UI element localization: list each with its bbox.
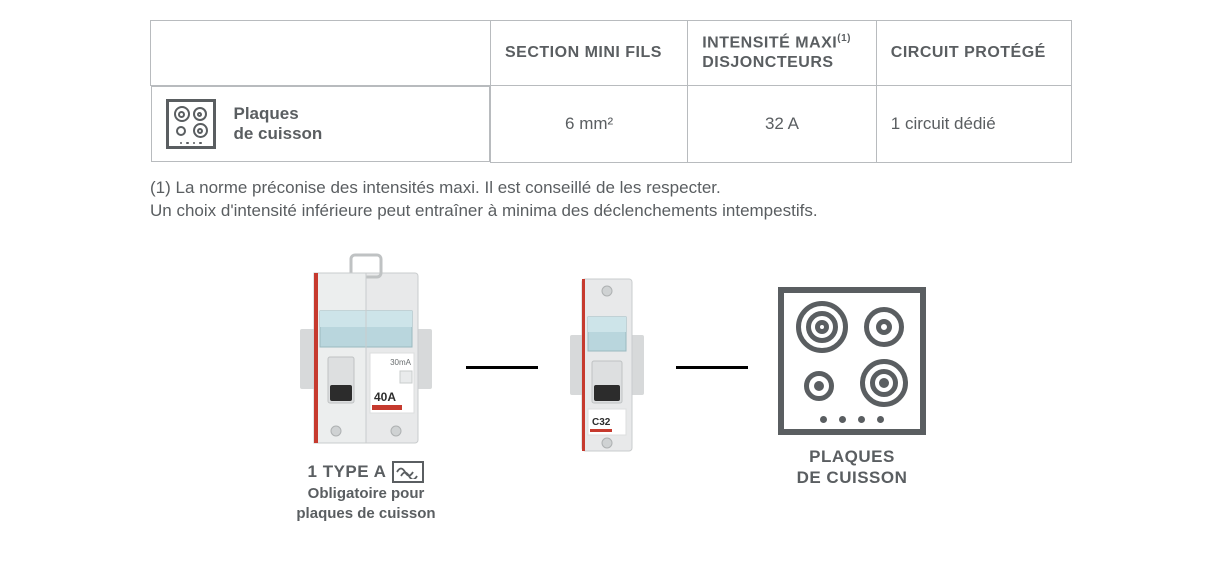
connector-line-2 (676, 366, 748, 369)
rcd-device-image: 30mA 40A (296, 253, 436, 453)
diagram-node-breaker: C32 (568, 269, 646, 467)
hob-icon (166, 99, 216, 149)
hob-caption-line1: PLAQUES (809, 447, 895, 466)
wiring-diagram: 30mA 40A 1 TYPE A (150, 253, 1072, 523)
footnote-line2: Un choix d'intensité inférieure peut ent… (150, 201, 818, 220)
breaker-device-image: C32 (568, 269, 646, 459)
hob-caption: PLAQUES DE CUISSON (797, 447, 908, 488)
footnote-line1: (1) La norme préconise des intensités ma… (150, 178, 721, 197)
rcd-caption-sub1: Obligatoire pour (296, 485, 435, 503)
svg-text:40A: 40A (374, 390, 396, 404)
table-header-section: SECTION MINI FILS (491, 21, 688, 86)
svg-text:30mA: 30mA (390, 358, 412, 367)
table-header-circuit: CIRCUIT PROTÉGÉ (876, 21, 1071, 86)
table-header-footnote-marker: (1) (837, 33, 851, 44)
rcd-caption: 1 TYPE A Obligatoire pour plaques de cui… (296, 461, 435, 523)
hob-caption-line2: DE CUISSON (797, 468, 908, 487)
table-header-intensity: INTENSITÉ MAXI(1) DISJONCTEURS (688, 21, 877, 86)
table-header-intensity-text: INTENSITÉ MAXI (702, 34, 837, 51)
hob-icon (778, 287, 926, 435)
table-cell-intensity: 32 A (688, 86, 877, 163)
table-row-label-line2: de cuisson (234, 124, 323, 143)
table-cell-circuit: 1 circuit dédié (876, 86, 1071, 163)
connector-line-1 (466, 366, 538, 369)
table-row-label-line1: Plaques (234, 104, 299, 123)
specification-table: SECTION MINI FILS INTENSITÉ MAXI(1) DISJ… (150, 20, 1072, 163)
footnote: (1) La norme préconise des intensités ma… (150, 177, 1072, 223)
wave-icon (392, 461, 424, 483)
svg-text:C32: C32 (592, 417, 611, 428)
rcd-caption-sub2: plaques de cuisson (296, 505, 435, 523)
rcd-caption-title: 1 TYPE A (308, 462, 387, 482)
table-row-label: Plaques de cuisson (234, 104, 323, 144)
diagram-node-rcd: 30mA 40A 1 TYPE A (296, 253, 436, 523)
diagram-node-hob: PLAQUES DE CUISSON (778, 287, 926, 488)
table-header-intensity-sub: DISJONCTEURS (702, 54, 833, 71)
table-header-blank (151, 21, 491, 86)
table-row-label-cell: Plaques de cuisson (151, 86, 491, 162)
table-row: Plaques de cuisson 6 mm² 32 A 1 circuit … (151, 86, 1072, 163)
table-cell-section: 6 mm² (491, 86, 688, 163)
